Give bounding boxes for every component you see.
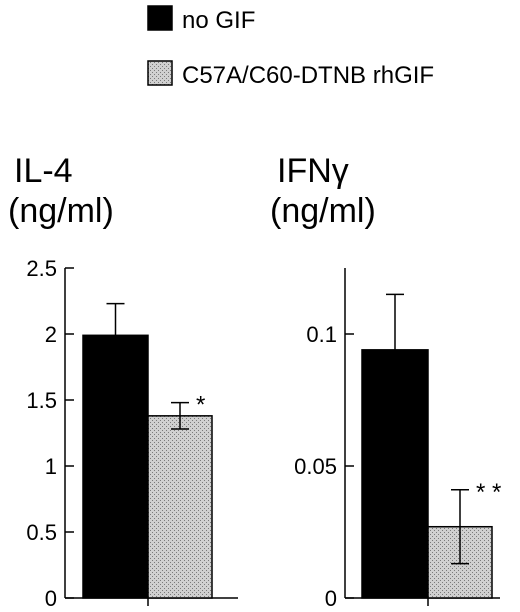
y-tick-label: 0: [325, 586, 337, 611]
y-tick-label: 1.5: [26, 388, 57, 413]
y-tick-label: 0.5: [26, 520, 57, 545]
bar: [147, 415, 213, 599]
legend-item-no-gif: no GIF: [147, 5, 255, 34]
y-tick-label: 2: [45, 322, 57, 347]
legend: no GIF C57A/C60-DTNB rhGIF: [147, 5, 434, 89]
chart-ifng: IFNγ (ng/ml) 0 0.05 0.1 * *: [270, 152, 501, 611]
legend-label-rhgif: C57A/C60-DTNB rhGIF: [182, 62, 434, 89]
ylabel-line2: (ng/ml): [8, 192, 114, 230]
y-tick-label: 0.1: [306, 322, 337, 347]
legend-label-no-gif: no GIF: [182, 7, 255, 34]
y-tick-label: 0: [45, 586, 57, 611]
bar: [82, 334, 149, 599]
significance-marker: * *: [476, 479, 501, 506]
ylabel-line1: IFNγ: [277, 152, 349, 190]
significance-marker: *: [196, 392, 205, 419]
y-tick-label: 1: [45, 454, 57, 479]
chart-il4: IL-4 (ng/ml) 0 0.5 1 1.5 2 2.5 *: [8, 152, 238, 611]
ylabel-line2: (ng/ml): [270, 192, 376, 230]
ylabel-line1: IL-4: [14, 152, 73, 190]
bar: [361, 349, 429, 599]
y-tick-label: 0.05: [294, 454, 337, 479]
y-tick-label: 2.5: [26, 256, 57, 281]
legend-swatch-rhgif: [147, 60, 173, 86]
legend-item-rhgif: C57A/C60-DTNB rhGIF: [147, 60, 434, 89]
legend-swatch-no-gif: [147, 5, 173, 31]
